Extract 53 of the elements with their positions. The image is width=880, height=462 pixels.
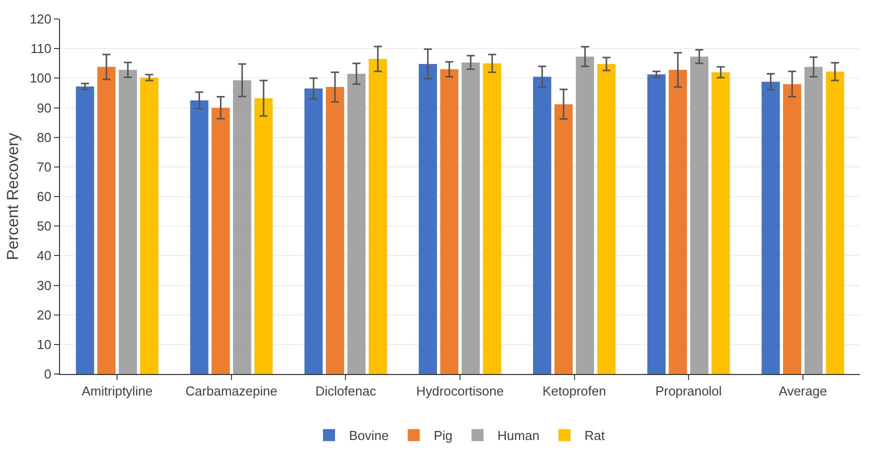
y-tick-label: 120 [30, 12, 52, 27]
bar [347, 74, 366, 374]
y-tick-label: 30 [36, 278, 52, 293]
bar [304, 88, 323, 374]
legend-label: Rat [584, 428, 606, 444]
legend-label: Pig [434, 428, 453, 444]
bar [783, 84, 802, 374]
bar [190, 100, 208, 374]
bar [762, 82, 780, 374]
bar [554, 104, 573, 374]
y-tick-label: 110 [30, 41, 52, 56]
x-tick-label: Average [778, 384, 827, 399]
bar [212, 108, 230, 374]
bar [254, 98, 273, 374]
bar [140, 78, 158, 374]
y-tick-label: 50 [36, 218, 52, 234]
y-tick-label: 90 [36, 100, 52, 116]
y-tick-label: 20 [36, 307, 52, 322]
legend-label: Human [498, 428, 540, 444]
bar [118, 70, 137, 374]
y-tick-label: 10 [36, 336, 52, 352]
bar [483, 63, 502, 374]
bar [76, 86, 94, 374]
x-tick-label: Diclofenac [315, 384, 377, 399]
x-tick-label: Hydrocortisone [416, 384, 504, 399]
x-tick-label: Amitriptyline [82, 384, 153, 399]
bar [440, 69, 458, 374]
y-tick-label: 60 [36, 189, 52, 204]
bar [418, 64, 437, 374]
y-tick-label: 40 [36, 248, 52, 264]
x-tick-label: Propranolol [655, 384, 722, 399]
bar [462, 62, 480, 374]
bar [576, 56, 594, 374]
bar [597, 64, 616, 374]
x-tick-label: Ketoprofen [542, 384, 606, 399]
bar [712, 72, 730, 374]
bar [690, 56, 708, 374]
bar [533, 76, 552, 374]
x-tick-label: Carbamazepine [186, 384, 278, 399]
y-tick-label: 0 [44, 366, 52, 382]
y-tick-label: 70 [36, 159, 52, 174]
y-tick-label: 80 [36, 130, 52, 145]
bar [668, 70, 687, 374]
y-axis-title: Percent Recovery [5, 132, 22, 260]
legend-label: Bovine [349, 428, 389, 444]
bar [804, 66, 823, 374]
bar [326, 87, 344, 374]
bar [368, 58, 387, 374]
y-tick-label: 100 [30, 70, 52, 86]
bar [233, 80, 252, 374]
bar [647, 74, 666, 374]
bar [97, 66, 116, 374]
bar [826, 72, 844, 374]
